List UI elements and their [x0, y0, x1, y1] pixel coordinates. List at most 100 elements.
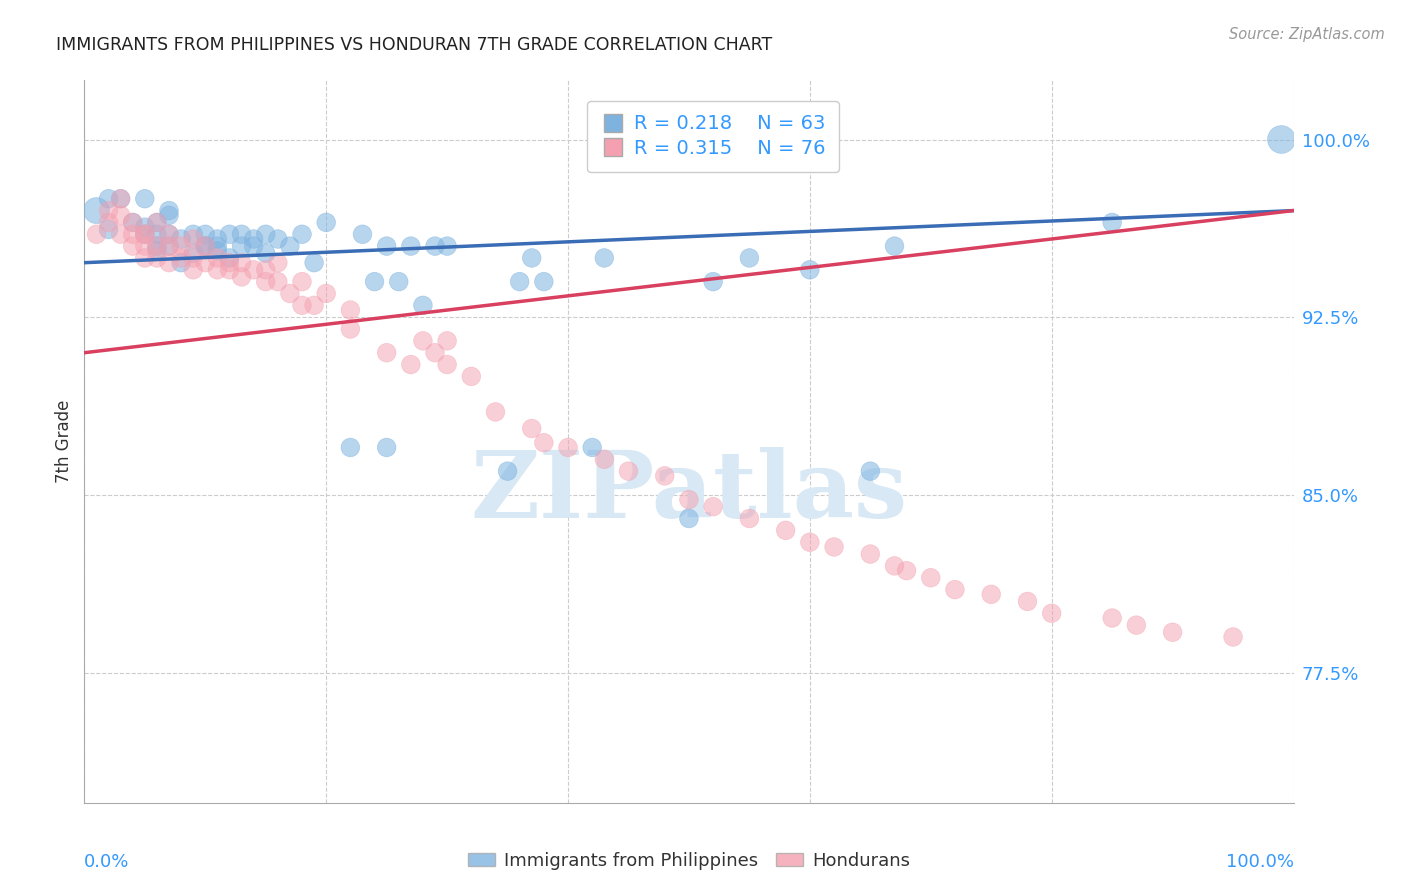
- Point: [1270, 132, 1292, 146]
- Point: [134, 239, 156, 253]
- Point: [291, 275, 314, 289]
- Point: [254, 227, 277, 242]
- Point: [146, 215, 169, 229]
- Point: [980, 587, 1002, 601]
- Point: [110, 208, 132, 222]
- Point: [533, 435, 555, 450]
- Point: [291, 227, 314, 242]
- Point: [231, 269, 253, 284]
- Point: [170, 239, 193, 253]
- Point: [146, 227, 169, 242]
- Point: [134, 251, 156, 265]
- Point: [278, 239, 301, 253]
- Point: [207, 244, 229, 258]
- Point: [231, 239, 253, 253]
- Point: [1101, 611, 1123, 625]
- Point: [218, 262, 240, 277]
- Point: [231, 255, 253, 269]
- Point: [388, 275, 411, 289]
- Point: [896, 564, 918, 578]
- Point: [520, 421, 543, 435]
- Point: [678, 492, 700, 507]
- Point: [267, 275, 290, 289]
- Point: [799, 535, 821, 549]
- Point: [157, 255, 180, 269]
- Point: [121, 239, 143, 253]
- Point: [1040, 607, 1063, 621]
- Point: [146, 251, 169, 265]
- Point: [496, 464, 519, 478]
- Text: ZIPatlas: ZIPatlas: [471, 447, 907, 537]
- Point: [97, 215, 120, 229]
- Point: [436, 358, 458, 372]
- Point: [181, 246, 204, 260]
- Point: [134, 227, 156, 242]
- Point: [339, 441, 361, 455]
- Point: [1017, 594, 1039, 608]
- Point: [218, 255, 240, 269]
- Point: [315, 286, 337, 301]
- Point: [339, 322, 361, 336]
- Point: [181, 262, 204, 277]
- Point: [315, 215, 337, 229]
- Point: [242, 232, 264, 246]
- Point: [97, 203, 120, 218]
- Point: [194, 239, 217, 253]
- Point: [194, 227, 217, 242]
- Point: [352, 227, 374, 242]
- Point: [823, 540, 845, 554]
- Text: IMMIGRANTS FROM PHILIPPINES VS HONDURAN 7TH GRADE CORRELATION CHART: IMMIGRANTS FROM PHILIPPINES VS HONDURAN …: [56, 36, 772, 54]
- Point: [194, 255, 217, 269]
- Point: [702, 500, 724, 514]
- Point: [1101, 215, 1123, 229]
- Text: 0.0%: 0.0%: [84, 854, 129, 871]
- Point: [678, 511, 700, 525]
- Point: [484, 405, 506, 419]
- Point: [883, 558, 905, 573]
- Point: [231, 227, 253, 242]
- Point: [291, 298, 314, 312]
- Point: [121, 215, 143, 229]
- Point: [207, 232, 229, 246]
- Point: [207, 262, 229, 277]
- Point: [121, 215, 143, 229]
- Point: [412, 334, 434, 348]
- Point: [267, 255, 290, 269]
- Point: [86, 227, 108, 242]
- Point: [218, 227, 240, 242]
- Point: [134, 192, 156, 206]
- Point: [170, 255, 193, 269]
- Point: [557, 441, 579, 455]
- Point: [157, 227, 180, 242]
- Point: [170, 232, 193, 246]
- Point: [146, 244, 169, 258]
- Point: [412, 298, 434, 312]
- Point: [157, 239, 180, 253]
- Point: [97, 192, 120, 206]
- Point: [110, 192, 132, 206]
- Point: [654, 469, 676, 483]
- Point: [242, 239, 264, 253]
- Point: [157, 227, 180, 242]
- Point: [859, 547, 882, 561]
- Point: [157, 203, 180, 218]
- Point: [207, 251, 229, 265]
- Point: [363, 275, 385, 289]
- Point: [436, 239, 458, 253]
- Point: [181, 227, 204, 242]
- Point: [254, 246, 277, 260]
- Point: [278, 286, 301, 301]
- Point: [157, 208, 180, 222]
- Point: [254, 262, 277, 277]
- Point: [1222, 630, 1244, 644]
- Point: [254, 275, 277, 289]
- Point: [883, 239, 905, 253]
- Point: [302, 298, 325, 312]
- Point: [943, 582, 966, 597]
- Point: [134, 220, 156, 235]
- Point: [375, 239, 398, 253]
- Point: [1125, 618, 1147, 632]
- Point: [593, 452, 616, 467]
- Point: [436, 334, 458, 348]
- Point: [194, 239, 217, 253]
